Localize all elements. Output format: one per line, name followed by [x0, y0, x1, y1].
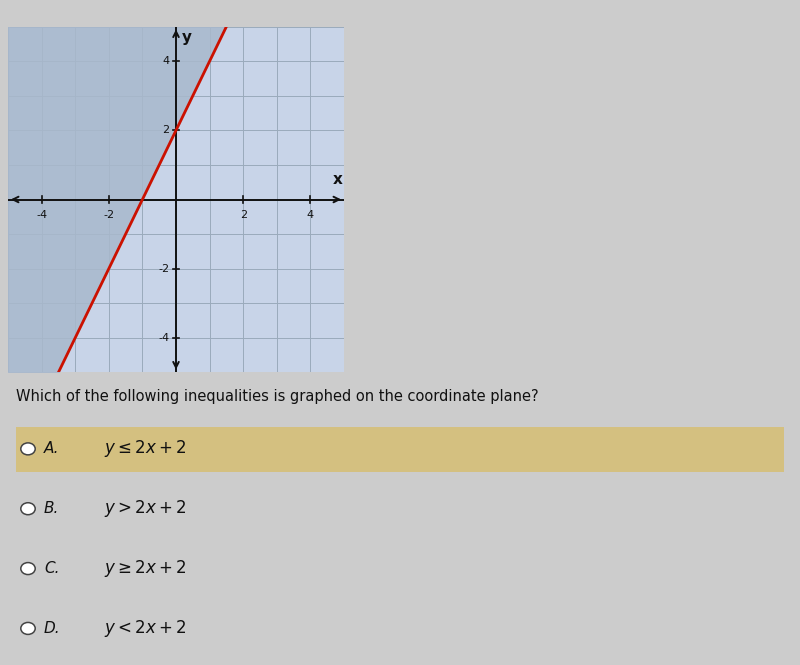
Text: C.: C.	[44, 561, 59, 576]
Text: $y > 2x + 2$: $y > 2x + 2$	[104, 498, 186, 519]
Text: A.: A.	[44, 442, 59, 456]
Text: -4: -4	[36, 210, 47, 220]
Text: B.: B.	[44, 501, 59, 516]
Text: 2: 2	[240, 210, 246, 220]
Text: $y \leq 2x + 2$: $y \leq 2x + 2$	[104, 438, 186, 460]
Text: 2: 2	[162, 125, 170, 136]
Text: -4: -4	[158, 332, 170, 343]
Text: 4: 4	[307, 210, 314, 220]
Text: 4: 4	[162, 56, 170, 66]
Text: -2: -2	[103, 210, 114, 220]
Text: $y \geq 2x + 2$: $y \geq 2x + 2$	[104, 558, 186, 579]
Text: -2: -2	[158, 263, 170, 274]
Text: D.: D.	[44, 621, 61, 636]
Text: x: x	[333, 172, 342, 188]
Text: y: y	[182, 30, 192, 45]
Text: $y < 2x + 2$: $y < 2x + 2$	[104, 618, 186, 639]
Text: Which of the following inequalities is graphed on the coordinate plane?: Which of the following inequalities is g…	[16, 389, 538, 404]
